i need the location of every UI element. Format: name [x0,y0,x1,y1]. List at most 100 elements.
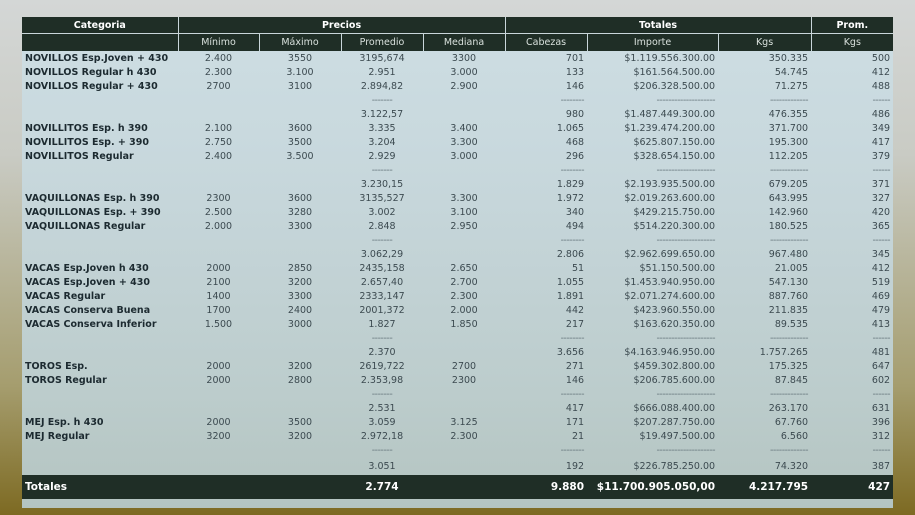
cell-category: VACAS Conserva Buena [25,304,151,316]
summary-prom-kgs: 486 [871,108,891,120]
table-row: VACAS Conserva Buena 1700 2400 2001,372 2.00… [22,303,893,317]
empty-cell [423,443,505,457]
cell-maximo: 2800 [287,374,313,386]
dash-separator: ------------- [769,332,809,344]
cell-prom-kgs: 602 [871,374,891,386]
cell-mediana: 3300 [451,52,477,64]
summary-prom-kgs: 345 [871,248,891,260]
cell-prom-kgs: 379 [871,150,891,162]
summary-kgs: 967.480 [768,248,809,260]
dash-separator: ------- [371,388,393,400]
cell-importe: $1.119.556.300.00 [624,52,716,64]
dash-separator: ------ [872,444,891,456]
cell-promedio: 2.353,98 [360,374,404,386]
dash-separator: ------ [872,164,891,176]
cell-minimo: 2.400 [204,52,233,64]
empty-cell [178,177,259,191]
empty-cell [423,387,505,401]
summary-cabezas: 3.656 [556,346,585,358]
table-background [22,17,893,508]
cell-cabezas: 51 [571,262,585,274]
cell-minimo: 2000 [206,262,231,274]
cell-prom-kgs: 420 [871,206,891,218]
cell-maximo: 3500 [287,416,313,428]
cell-maximo: 3100 [287,80,313,92]
cell-cabezas: 1.891 [556,290,585,302]
cell-prom-kgs: 412 [871,66,891,78]
cell-promedio: 2.657,40 [360,276,404,288]
empty-cell [178,163,259,177]
cell-importe: $514.220.300.00 [633,220,716,232]
cell-minimo: 2.000 [204,220,233,232]
empty-cell [423,247,505,261]
cell-mediana: 2.650 [450,262,478,274]
cell-prom-kgs: 647 [871,360,891,372]
cell-kgs: 71.275 [774,80,809,92]
dash-separator: -------------------- [656,234,716,246]
cell-cabezas: 701 [565,52,585,64]
table-row: MEJ Regular 3200 3200 2.972,18 2.300 21 $19.49… [22,429,893,443]
cell-category: VACAS Esp.Joven + 430 [25,276,150,288]
cell-kgs: 142.960 [768,206,809,218]
cell-kgs: 371.700 [768,122,809,134]
cell-category: VAQUILLONAS Esp. + 390 [25,206,161,218]
cell-maximo: 3300 [287,220,313,232]
summary-kgs: 74.320 [774,460,809,472]
cell-maximo: 2400 [287,304,313,316]
cell-cabezas: 1.972 [556,192,585,204]
header-empty [22,33,179,51]
cell-kgs: 180.525 [768,220,809,232]
dash-separator: -------------------- [656,332,716,344]
cell-minimo: 2.400 [204,150,233,162]
cell-cabezas: 21 [571,430,585,442]
group-summary-row: 3.230,15 1.829 $2.193.935.500.00 679.205 371 [22,177,893,191]
table-row: TOROS Regular 2000 2800 2.353,98 2300 146 $206… [22,373,893,387]
cell-mediana: 2.950 [450,220,478,232]
empty-cell [178,345,259,359]
cell-promedio: 3.059 [368,416,396,428]
cell-mediana: 3.000 [450,150,478,162]
cell-minimo: 2000 [206,360,231,372]
cell-mediana: 3.125 [450,416,478,428]
empty-cell [259,233,341,247]
cell-prom-kgs: 413 [871,318,891,330]
cell-cabezas: 494 [565,220,585,232]
cell-importe: $423.960.550.00 [633,304,716,316]
dash-separator: ------------- [769,164,809,176]
cell-mediana: 3.100 [450,206,478,218]
cell-minimo: 2300 [206,192,231,204]
cell-prom-kgs: 349 [871,122,891,134]
empty-cell [22,233,178,247]
cell-mediana: 2300 [451,374,477,386]
separator-row: ------- -------- -------------------- -----… [22,387,893,401]
cell-cabezas: 133 [565,66,585,78]
dash-separator: -------- [560,234,585,246]
separator-row: ------- -------- -------------------- -----… [22,93,893,107]
cell-mediana: 2.000 [450,304,478,316]
empty-cell [259,93,341,107]
summary-promedio: 2.370 [368,346,396,358]
cell-kgs: 54.745 [774,66,809,78]
cell-maximo: 3200 [287,360,313,372]
empty-cell [259,331,341,345]
header-prom: Prom. [811,17,894,34]
empty-cell [22,163,178,177]
cell-importe: $1.239.474.200.00 [624,122,716,134]
dash-separator: -------- [560,94,585,106]
livestock-prices-table: Categoria Precios Totales Prom. Mínimo M… [22,17,894,499]
cell-category: NOVILLITOS Esp. h 390 [25,122,148,134]
empty-cell [259,247,341,261]
cell-promedio: 2.894,82 [360,80,404,92]
cell-category: MEJ Regular [25,430,90,442]
summary-cabezas: 1.829 [556,178,585,190]
cell-promedio: 1.827 [368,318,396,330]
empty-cell [423,233,505,247]
empty-cell [259,457,341,475]
cell-promedio: 3135,527 [359,192,405,204]
dash-separator: ------------- [769,94,809,106]
empty-cell [22,345,178,359]
cell-mediana: 2.700 [450,276,478,288]
cell-cabezas: 1.065 [556,122,585,134]
summary-kgs: 263.170 [768,402,809,414]
dash-separator: ------------- [769,234,809,246]
